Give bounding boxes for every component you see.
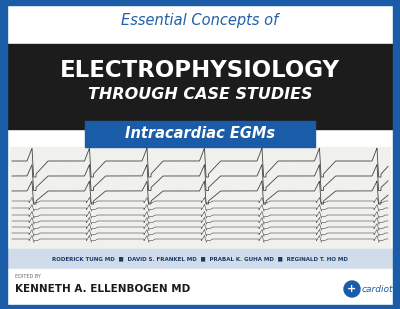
- Bar: [85, 121, 315, 147]
- Bar: [7, 44, 393, 129]
- Text: RODERICK TUNG MD  ■  DAVID S. FRANKEL MD  ■  PRABAL K. GUHA MD  ■  REGINALD T. H: RODERICK TUNG MD ■ DAVID S. FRANKEL MD ■…: [52, 256, 348, 261]
- Bar: [7, 269, 393, 305]
- Text: Essential Concepts of: Essential Concepts of: [121, 12, 279, 28]
- Bar: [7, 249, 393, 269]
- Bar: [0, 305, 400, 309]
- Text: EDITED BY: EDITED BY: [15, 273, 41, 278]
- Text: THROUGH CASE STUDIES: THROUGH CASE STUDIES: [88, 87, 312, 102]
- Bar: [7, 0, 393, 44]
- Text: Intracardiac EGMs: Intracardiac EGMs: [125, 126, 275, 142]
- Text: ELECTROPHYSIOLOGY: ELECTROPHYSIOLOGY: [60, 59, 340, 82]
- Bar: [0, 0, 400, 5]
- Text: cardiotext: cardiotext: [362, 285, 400, 294]
- Text: KENNETH A. ELLENBOGEN MD: KENNETH A. ELLENBOGEN MD: [15, 284, 190, 294]
- Bar: [0, 0, 7, 309]
- Circle shape: [344, 281, 360, 297]
- Bar: [10, 147, 390, 249]
- Text: +: +: [347, 284, 357, 294]
- Bar: [393, 0, 400, 309]
